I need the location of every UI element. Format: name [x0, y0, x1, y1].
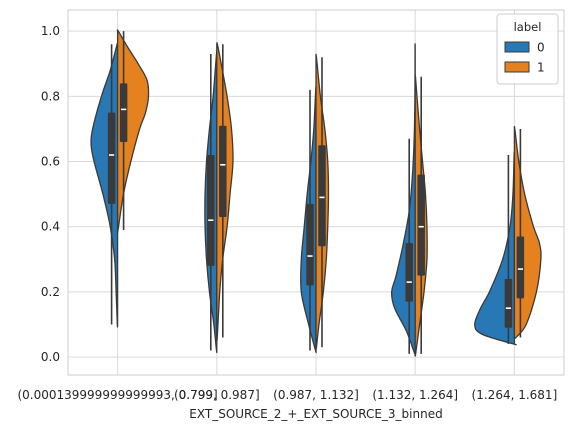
- box-1-0: [119, 83, 128, 142]
- y-tick-label: 1.0: [41, 24, 60, 38]
- violin-1-4: [513, 125, 542, 340]
- y-tick-label: 0.4: [41, 220, 60, 234]
- legend-items: 01: [504, 41, 545, 75]
- box-0-2: [306, 203, 314, 286]
- box-1-2: [318, 145, 326, 247]
- x-tick-label: (1.264, 1.681]: [472, 388, 558, 402]
- x-tick-labels: (0.000139999999999993, 0.799](0.799, 0.9…: [17, 388, 557, 402]
- box-0-1: [207, 155, 215, 266]
- box-0-0: [107, 112, 116, 204]
- y-tick-label: 0.2: [41, 285, 60, 299]
- y-tick-labels: 0.0 0.2 0.4 0.6 0.8 1.0: [41, 24, 60, 364]
- violin-0-3: [390, 43, 417, 357]
- violin-plots: [90, 29, 542, 357]
- x-tick-label: (0.987, 1.132]: [273, 388, 359, 402]
- box-0-4: [504, 278, 513, 328]
- box-1-4: [516, 236, 525, 299]
- legend-label-0: 0: [537, 41, 545, 55]
- plot-frame: [67, 9, 565, 376]
- y-tick-label: 0.0: [41, 350, 60, 364]
- x-tick-label: (1.132, 1.264]: [372, 388, 458, 402]
- x-tick-label: (0.799, 0.987]: [174, 388, 260, 402]
- x-tick-label: (0.000139999999999993, 0.799]: [17, 388, 217, 402]
- box-0-3: [405, 243, 413, 302]
- box-1-3: [417, 174, 425, 276]
- legend-title: label: [514, 20, 542, 34]
- legend-label-1: 1: [537, 61, 545, 75]
- box-1-1: [219, 125, 227, 217]
- legend-swatch-1: [504, 61, 530, 73]
- legend: label 01: [496, 13, 559, 85]
- y-tick-label: 0.6: [41, 155, 60, 169]
- y-tick-label: 0.8: [41, 89, 60, 103]
- inner-boxplots: [107, 31, 525, 354]
- x-axis-label: EXT_SOURCE_2_+_EXT_SOURCE_3_binned: [189, 407, 442, 421]
- legend-swatch-0: [504, 41, 530, 53]
